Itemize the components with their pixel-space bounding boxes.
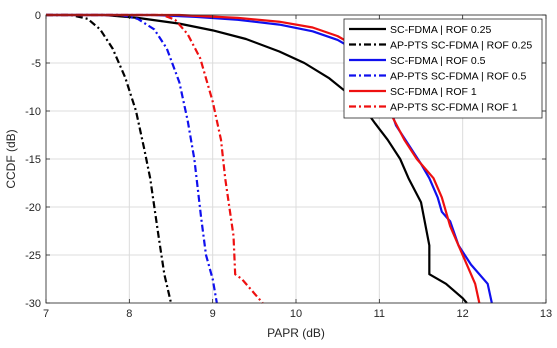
y-tick-label: 0 bbox=[35, 10, 41, 22]
x-tick-label: 11 bbox=[374, 308, 385, 320]
y-tick-label: -10 bbox=[25, 106, 41, 118]
series-line-6 bbox=[46, 13, 264, 304]
series-line-2 bbox=[46, 13, 173, 304]
x-tick-label: 10 bbox=[290, 308, 302, 320]
axes-layer: 7 8 9 10 11 12 13 0 -5 -10 -15 -20 -25 -30 bbox=[25, 10, 552, 320]
x-tick-label: 12 bbox=[457, 308, 469, 320]
x-tick-label: 13 bbox=[540, 308, 552, 320]
y-tick-label: -15 bbox=[25, 154, 41, 166]
series-line-4 bbox=[46, 13, 218, 304]
y-axis-label: CCDF (dB) bbox=[4, 129, 18, 188]
y-tick-label: -30 bbox=[25, 298, 41, 310]
y-tick-label: -20 bbox=[25, 202, 41, 214]
x-tick-label: 7 bbox=[43, 308, 49, 320]
legend-entry: AP-PTS SC-FDMA | ROF 0.25 bbox=[390, 40, 532, 52]
legend-entry: SC-FDMA | ROF 1 bbox=[390, 86, 477, 98]
legend-entry: SC-FDMA | ROF 0.25 bbox=[390, 24, 491, 36]
x-axis-label: PAPR (dB) bbox=[267, 326, 325, 340]
legend-entry: AP-PTS SC-FDMA | ROF 1 bbox=[390, 102, 518, 114]
legend-entry: SC-FDMA | ROF 0.5 bbox=[390, 55, 486, 67]
x-tick-label: 9 bbox=[210, 308, 216, 320]
y-tick-label: -25 bbox=[25, 250, 41, 262]
legend: SC-FDMA | ROF 0.25 AP-PTS SC-FDMA | ROF 0… bbox=[343, 18, 543, 119]
legend-box bbox=[343, 18, 543, 119]
y-tick-label: -5 bbox=[31, 58, 41, 70]
legend-entry: AP-PTS SC-FDMA | ROF 0.5 bbox=[390, 71, 526, 83]
x-tick-label: 8 bbox=[126, 308, 132, 320]
